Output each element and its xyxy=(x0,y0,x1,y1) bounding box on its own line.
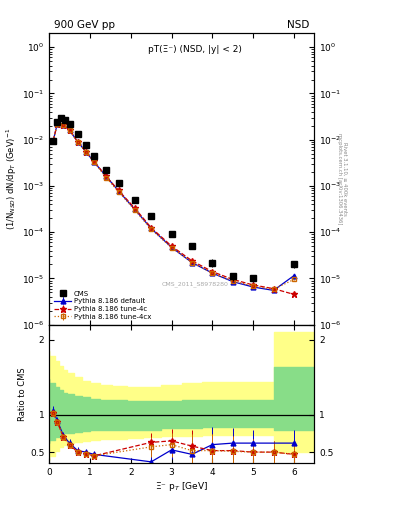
Y-axis label: Ratio to CMS: Ratio to CMS xyxy=(18,367,27,421)
Y-axis label: (1/N$_{NSD}$) dN/dp$_T$ (GeV)$^{-1}$: (1/N$_{NSD}$) dN/dp$_T$ (GeV)$^{-1}$ xyxy=(5,128,19,230)
Legend: CMS, Pythia 8.186 default, Pythia 8.186 tune-4c, Pythia 8.186 tune-4cx: CMS, Pythia 8.186 default, Pythia 8.186 … xyxy=(53,289,153,321)
Text: NSD: NSD xyxy=(287,20,309,30)
Y-axis label: Rivet 3.1.10, ≥ 400k events
mcplots.cern.ch [arXiv:1306.3436]: Rivet 3.1.10, ≥ 400k events mcplots.cern… xyxy=(336,133,347,225)
Text: 900 GeV pp: 900 GeV pp xyxy=(54,20,116,30)
Text: CMS_2011_S8978280: CMS_2011_S8978280 xyxy=(162,281,228,287)
Text: pT(Ξ⁻) (NSD, |y| < 2): pT(Ξ⁻) (NSD, |y| < 2) xyxy=(148,45,242,54)
X-axis label: Ξ⁻ p$_T$ [GeV]: Ξ⁻ p$_T$ [GeV] xyxy=(155,480,208,493)
